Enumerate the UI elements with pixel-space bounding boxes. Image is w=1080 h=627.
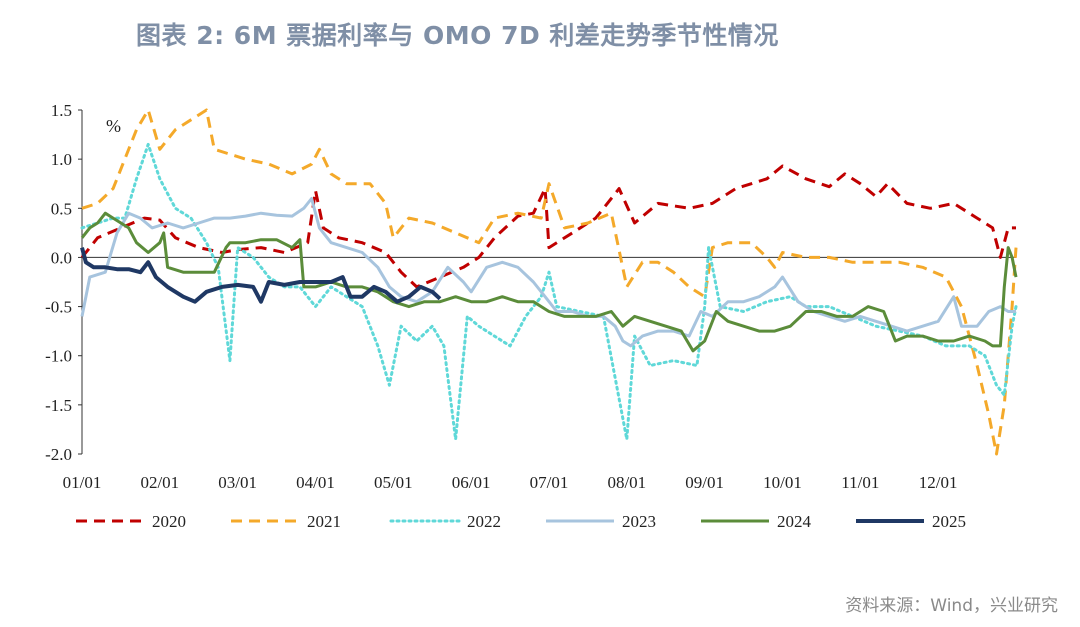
y-tick-label: -1.5 — [45, 396, 72, 415]
x-tick-label: 06/01 — [452, 473, 491, 492]
series-line-2022 — [80, 142, 1018, 441]
x-tick-label: 03/01 — [218, 473, 257, 492]
legend-label-2020: 2020 — [152, 512, 186, 531]
series-line-2021 — [81, 108, 1018, 456]
series-line-2020 — [80, 164, 1016, 289]
y-tick-label: 0.5 — [51, 199, 72, 218]
y-tick-label: 0.0 — [51, 248, 72, 267]
series-line-2023 — [80, 197, 1016, 348]
legend-label-2025: 2025 — [932, 512, 966, 531]
x-tick-label: 02/01 — [140, 473, 179, 492]
chart-title: 图表 2: 6M 票据利率与 OMO 7D 利差走势季节性情况 — [136, 21, 779, 50]
x-tick-label: 10/01 — [763, 473, 802, 492]
x-tick-label: 09/01 — [685, 473, 724, 492]
x-tick-label: 04/01 — [296, 473, 335, 492]
y-unit-label: % — [106, 116, 121, 136]
x-tick-label: 12/01 — [919, 473, 958, 492]
legend-label-2024: 2024 — [777, 512, 812, 531]
plot-lines — [80, 108, 1018, 456]
axes: 1.5 1.0 0.5 0.0 -0.5 -1.0 -1.5 -2.0% 01/01 02/01 0… — [45, 101, 1016, 492]
series-line-2025 — [80, 247, 442, 304]
x-tick-label: 01/01 — [63, 473, 102, 492]
y-tick-label: 1.5 — [51, 101, 72, 120]
y-tick-label: -1.0 — [45, 347, 72, 366]
x-tick-label: 05/01 — [374, 473, 413, 492]
x-tick-label: 11/01 — [841, 473, 879, 492]
legend: 2020 2021 2022 2023 2024 2025 — [76, 512, 966, 531]
legend-label-2023: 2023 — [622, 512, 656, 531]
legend-label-2021: 2021 — [307, 512, 341, 531]
legend-label-2022: 2022 — [467, 512, 501, 531]
y-tick-label: -0.5 — [45, 298, 72, 317]
x-tick-label: 07/01 — [530, 473, 569, 492]
x-tick-label: 08/01 — [607, 473, 646, 492]
y-tick-label: 1.0 — [51, 150, 72, 169]
y-tick-label: -2.0 — [45, 445, 72, 464]
series-line-2024 — [80, 211, 1018, 353]
source-note: 资料来源：Wind，兴业研究 — [845, 596, 1058, 616]
